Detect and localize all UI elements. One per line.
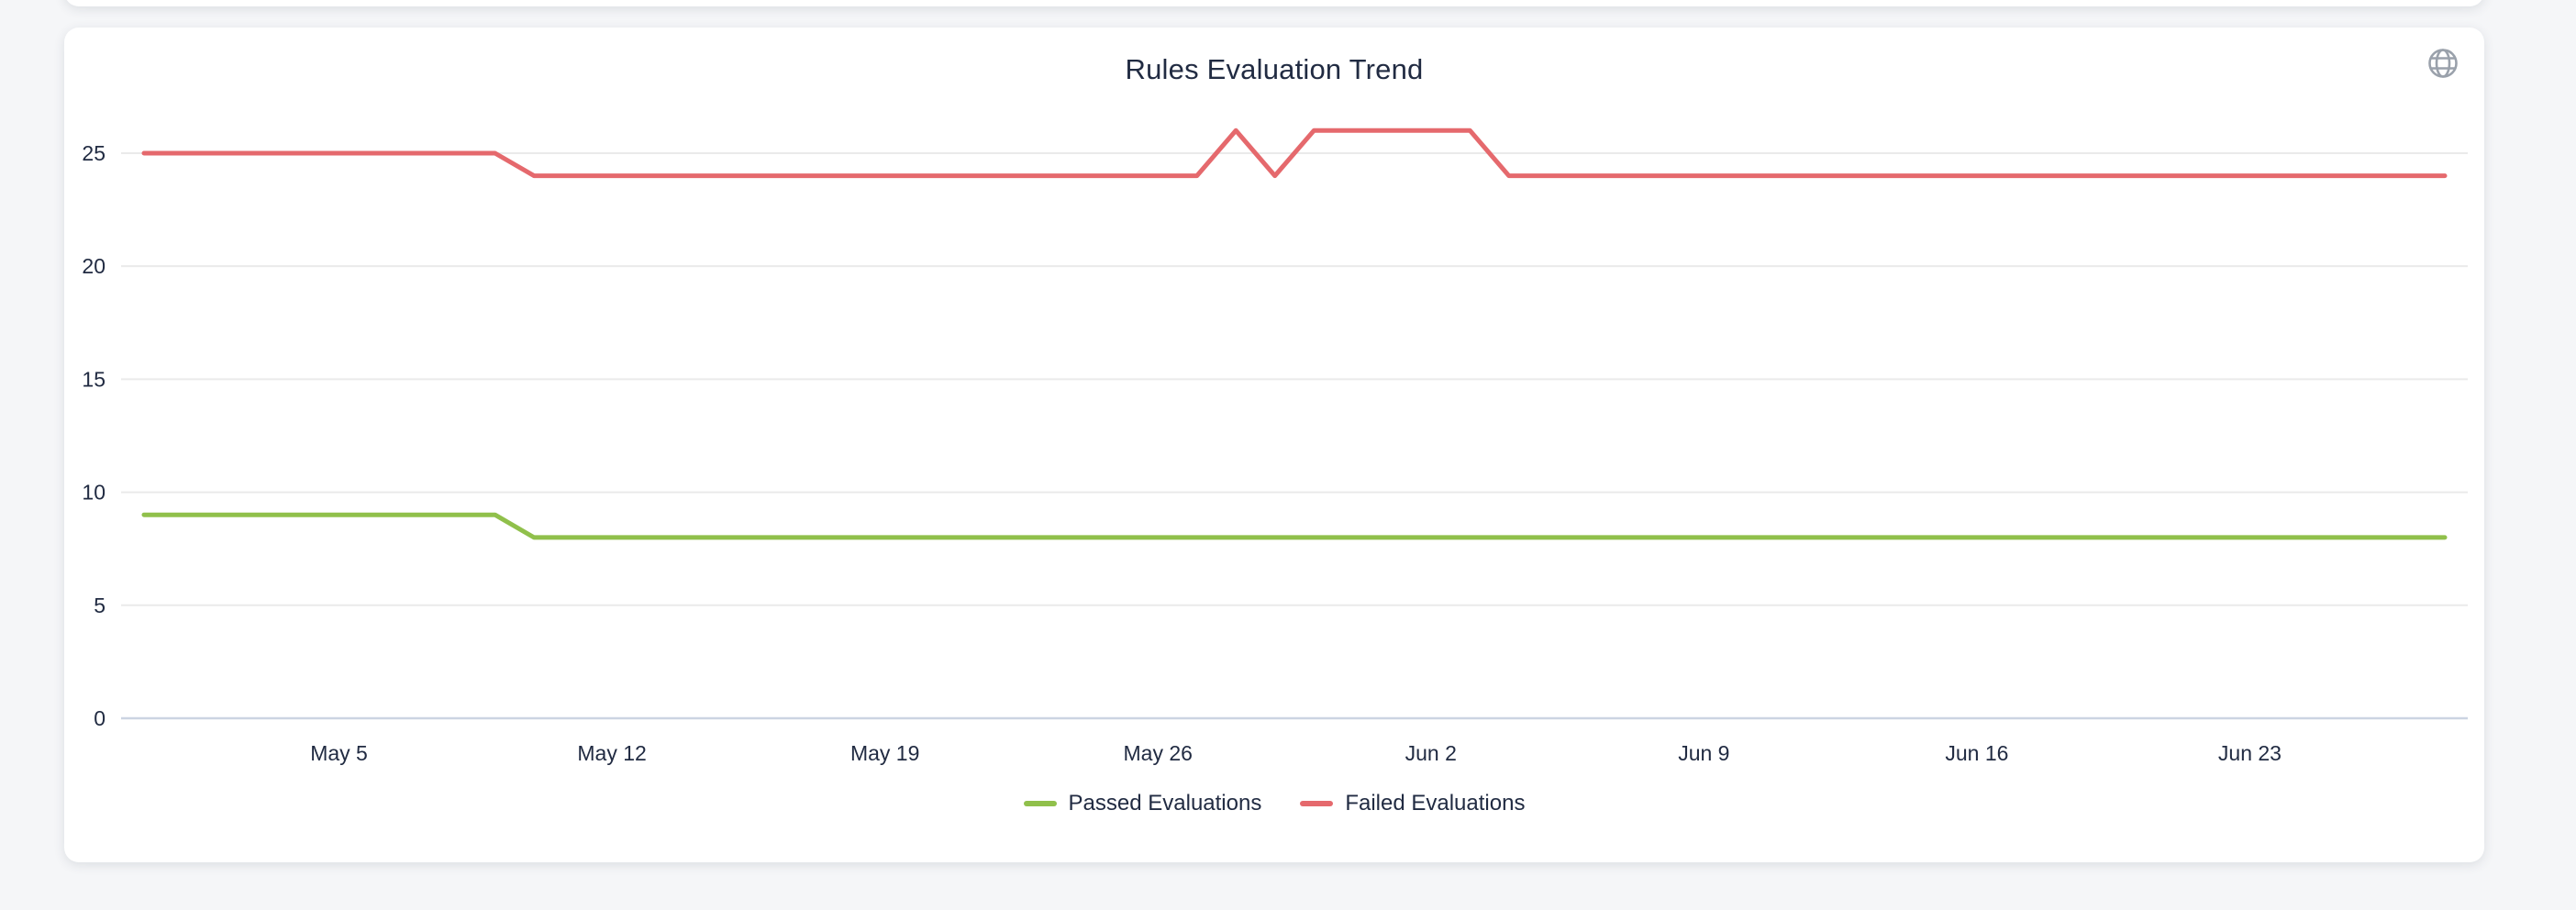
legend-label-passed: Passed Evaluations bbox=[1068, 791, 1262, 816]
passed-series-swatch bbox=[1023, 801, 1057, 806]
legend-item-failed[interactable]: Failed Evaluations bbox=[1300, 791, 1525, 816]
globe-icon[interactable] bbox=[2424, 44, 2462, 83]
chart-legend: Passed Evaluations Failed Evaluations bbox=[64, 791, 2484, 816]
legend-item-passed[interactable]: Passed Evaluations bbox=[1023, 791, 1262, 816]
legend-label-failed: Failed Evaluations bbox=[1345, 791, 1526, 816]
failed-series-swatch bbox=[1300, 801, 1334, 806]
chart-title: Rules Evaluation Trend bbox=[1125, 53, 1424, 85]
previous-card-edge bbox=[64, 0, 2484, 6]
rules-evaluation-trend-card bbox=[64, 28, 2484, 862]
